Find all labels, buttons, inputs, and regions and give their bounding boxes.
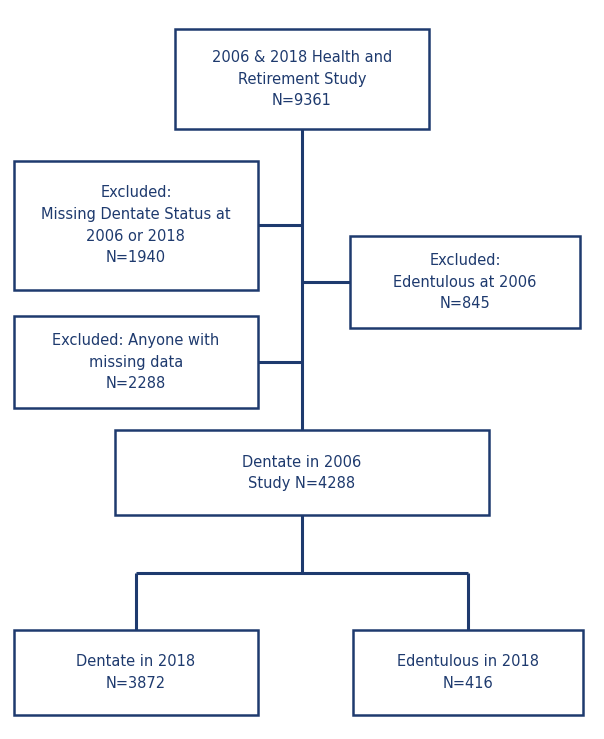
FancyBboxPatch shape bbox=[13, 316, 259, 408]
Text: Edentulous in 2018
N=416: Edentulous in 2018 N=416 bbox=[397, 654, 539, 691]
FancyBboxPatch shape bbox=[353, 630, 583, 715]
Text: Excluded:
Edentulous at 2006
N=845: Excluded: Edentulous at 2006 N=845 bbox=[393, 253, 537, 311]
FancyBboxPatch shape bbox=[13, 161, 259, 290]
Text: Excluded: Anyone with
missing data
N=2288: Excluded: Anyone with missing data N=228… bbox=[53, 333, 219, 391]
Text: Dentate in 2018
N=3872: Dentate in 2018 N=3872 bbox=[76, 654, 196, 691]
FancyBboxPatch shape bbox=[175, 29, 429, 129]
Text: Dentate in 2006
Study N=4288: Dentate in 2006 Study N=4288 bbox=[242, 454, 362, 491]
FancyBboxPatch shape bbox=[13, 630, 259, 715]
FancyBboxPatch shape bbox=[350, 236, 580, 328]
Text: 2006 & 2018 Health and
Retirement Study
N=9361: 2006 & 2018 Health and Retirement Study … bbox=[212, 50, 392, 108]
Text: Excluded:
Missing Dentate Status at
2006 or 2018
N=1940: Excluded: Missing Dentate Status at 2006… bbox=[41, 185, 231, 265]
FancyBboxPatch shape bbox=[115, 430, 489, 516]
